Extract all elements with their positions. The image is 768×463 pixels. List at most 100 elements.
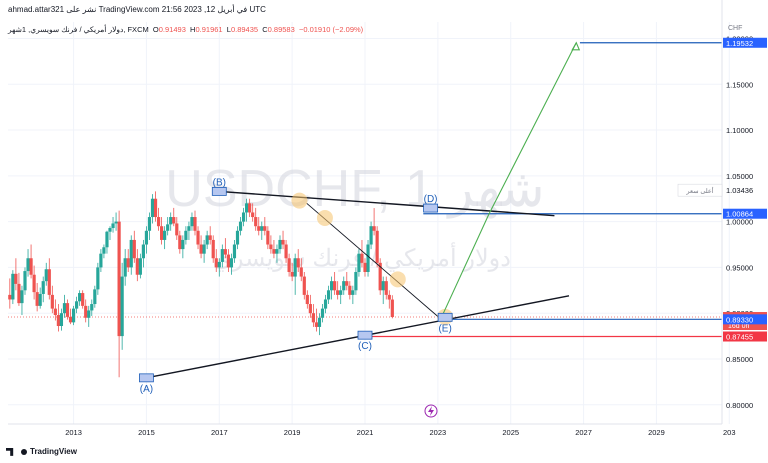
y-tick-label: 1.00000 — [726, 218, 753, 227]
lightning-icon — [428, 406, 434, 416]
candle-body — [238, 221, 243, 231]
candle-body — [23, 271, 27, 291]
candle-body — [311, 313, 315, 323]
candle-body — [211, 239, 215, 259]
candle-body — [323, 299, 328, 309]
change-value: −0.01910 (−2.09%) — [298, 25, 364, 34]
candle-body — [163, 230, 167, 240]
tradingview-dot-icon — [21, 448, 27, 455]
candle-body — [375, 230, 379, 263]
candle-body — [175, 223, 179, 236]
candle-body — [169, 217, 173, 225]
tradingview-footer[interactable]: TradingView — [6, 447, 77, 456]
candle-body — [384, 281, 388, 295]
highlight-circle — [316, 209, 333, 226]
candle-body — [35, 292, 39, 306]
candle-body — [184, 230, 188, 240]
candle-body — [187, 226, 191, 231]
candle-body — [53, 308, 57, 316]
symbol-ohlc-line: دولار أمريكي / فرنك سويسري, 1شهر, FXCM O… — [8, 25, 363, 34]
x-tick-label: 2021 — [357, 428, 374, 437]
candle-body — [132, 239, 136, 259]
candle-body — [387, 294, 391, 300]
low-value: 0.89435 — [230, 25, 259, 34]
price-label-text: 1.19532 — [726, 39, 753, 48]
candle-body — [275, 249, 279, 254]
candle-body — [254, 217, 258, 227]
candle-body — [26, 258, 30, 272]
candle-body — [102, 247, 106, 254]
highlight-circle — [291, 192, 308, 209]
candle-body — [59, 313, 64, 327]
brand-name: TradingView — [30, 447, 77, 456]
close-label: C — [262, 25, 268, 34]
x-tick-label: 2017 — [211, 428, 228, 437]
candle-body — [272, 249, 276, 254]
x-axis: 2013 2015 2017 2019 2021 2023 2025 2027 2029 203 — [8, 423, 736, 437]
tradingview-logo-icon — [6, 447, 14, 456]
candle-body — [299, 267, 303, 277]
horizontal-levels — [8, 42, 722, 338]
x-tick-label: 2013 — [65, 428, 82, 437]
close-value: 0.89583 — [267, 25, 295, 34]
candle-body — [378, 262, 382, 291]
candle-body — [235, 230, 240, 245]
candle-body — [108, 228, 112, 232]
candle-series — [8, 191, 394, 378]
symbol-title[interactable]: دولار أمريكي / فرنك سويسري, 1شهر, FXCM — [8, 25, 149, 34]
candle-body — [293, 258, 297, 277]
candle-body — [38, 293, 42, 306]
candle-body — [78, 293, 82, 302]
y-tick-label: 1.15000 — [726, 80, 753, 89]
candle-body — [281, 239, 285, 245]
x-tick-label: 203 — [723, 428, 736, 437]
candle-body — [314, 322, 319, 327]
candle-body — [263, 226, 267, 231]
candle-body — [348, 285, 352, 295]
x-tick-label: 2029 — [648, 428, 665, 437]
open-value: 0.91493 — [158, 25, 186, 34]
candle-body — [62, 303, 67, 314]
wave-label: (C) — [358, 341, 372, 352]
price-label-text: 0.89330 — [726, 315, 753, 324]
candle-body — [369, 226, 373, 245]
candle-body — [32, 274, 36, 293]
candle-body — [290, 271, 294, 277]
y-tick-label: 0.80000 — [726, 401, 753, 410]
y-axis-unit: CHF — [728, 25, 742, 32]
candle-body — [47, 269, 51, 295]
candle-body — [93, 289, 97, 305]
candle-body — [342, 281, 346, 291]
candle-body — [320, 308, 325, 318]
target-arrow-head — [571, 41, 581, 51]
candle-body — [284, 244, 288, 259]
candle-body — [205, 235, 209, 245]
candle-body — [29, 258, 33, 275]
candle-body — [96, 267, 100, 290]
candle-body — [50, 294, 54, 309]
chart-grid — [8, 22, 730, 424]
chart-drawings: (A) (B) (C) (D) (E) — [139, 41, 581, 418]
candle-body — [11, 273, 15, 300]
candle-body — [178, 235, 182, 250]
wave-point-marker — [211, 187, 227, 196]
candle-body — [333, 281, 337, 291]
candle-body — [278, 239, 282, 250]
y-tick-label: 1.05000 — [726, 172, 753, 181]
candle-body — [208, 235, 212, 240]
candle-body — [135, 258, 139, 275]
candle-body — [90, 304, 94, 311]
candle-body — [287, 258, 291, 272]
candle-body — [354, 271, 358, 291]
candle-body — [360, 253, 364, 263]
wave-label: (E) — [438, 323, 451, 334]
candle-body — [223, 249, 227, 255]
candle-body — [229, 258, 234, 268]
target-arrow-line — [441, 42, 577, 318]
candle-body — [302, 276, 306, 295]
x-tick-label: 2019 — [284, 428, 301, 437]
high-label: H — [190, 25, 196, 34]
candle-body — [44, 269, 48, 282]
candle-body — [217, 261, 221, 268]
